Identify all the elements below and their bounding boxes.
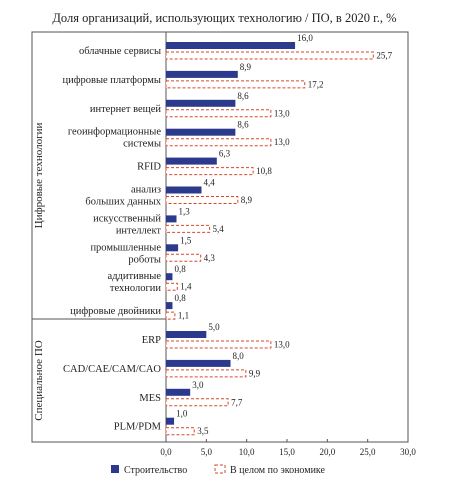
- legend-label-construction: Строительство: [124, 465, 187, 476]
- value-label-construction: 8,6: [237, 91, 249, 101]
- x-tick-label: 20,0: [319, 447, 335, 457]
- x-tick-label: 10,0: [239, 447, 255, 457]
- value-label-economy: 3,5: [197, 426, 209, 436]
- legend-swatch-economy: [214, 464, 226, 474]
- category-label: RFID: [137, 162, 161, 173]
- value-label-construction: 1,0: [176, 409, 188, 419]
- bar-economy: [165, 311, 176, 320]
- value-label-construction: 1,3: [178, 206, 190, 216]
- value-label-economy: 10,8: [256, 166, 272, 176]
- category-label: геоинформационные: [68, 127, 161, 138]
- bar-construction: [166, 244, 179, 252]
- bar-economy: [165, 167, 254, 176]
- category-label-line2: больших данных: [85, 197, 161, 208]
- value-label-construction: 0,8: [174, 293, 186, 303]
- category-label: MES: [139, 393, 161, 404]
- value-label-economy: 5,4: [213, 224, 225, 234]
- value-label-construction: 6,3: [219, 149, 231, 159]
- bar-economy: [165, 369, 247, 378]
- bar-construction: [166, 42, 296, 49]
- value-label-construction: 4,4: [203, 178, 215, 188]
- category-label: искусственный: [93, 213, 161, 224]
- group-label-special-software: Специальное ПО: [33, 340, 45, 420]
- category-label: аддитивные: [108, 271, 162, 282]
- bar-construction: [166, 388, 191, 396]
- bar-construction: [166, 99, 236, 107]
- bar-construction: [166, 302, 173, 310]
- plot-frame: [31, 31, 409, 443]
- value-label-construction: 16,0: [297, 33, 313, 43]
- bar-construction: [166, 331, 207, 338]
- bar-economy: [165, 109, 272, 118]
- value-label-economy: 13,0: [274, 108, 290, 118]
- chart-title: Доля организаций, использующих технологи…: [52, 11, 397, 25]
- bar-economy: [165, 138, 272, 147]
- category-label: цифровые двойники: [70, 306, 161, 317]
- value-label-construction: 8,0: [233, 351, 245, 361]
- value-label-economy: 13,0: [274, 340, 290, 350]
- bar-construction: [166, 70, 238, 78]
- category-label: интернет вещей: [90, 104, 162, 115]
- bar-economy: [165, 224, 211, 233]
- bar-construction: [166, 273, 173, 281]
- bar-economy: [165, 282, 178, 291]
- category-label: PLM/PDM: [114, 422, 162, 433]
- bar-economy: [165, 253, 202, 262]
- category-label-line2: интеллект: [116, 225, 162, 236]
- x-tick-label: 25,0: [360, 447, 376, 457]
- value-label-economy: 7,7: [231, 397, 243, 407]
- x-tick-label: 0,0: [160, 447, 172, 457]
- bar-construction: [166, 128, 236, 136]
- category-label-line2: технологии: [110, 283, 162, 294]
- value-label-economy: 1,1: [178, 311, 189, 321]
- category-label: промышленные: [90, 242, 161, 253]
- value-label-construction: 5,0: [208, 322, 220, 332]
- bar-economy: [165, 340, 272, 349]
- value-label-economy: 4,3: [204, 253, 216, 263]
- bar-economy: [165, 196, 239, 204]
- bar-construction: [166, 186, 202, 194]
- group-label-digital: Цифровые технологии: [33, 123, 45, 229]
- bar-economy: [165, 398, 229, 407]
- x-tick-label: 30,0: [400, 447, 416, 457]
- bar-construction: [166, 359, 231, 367]
- bar-construction: [166, 215, 177, 223]
- value-label-economy: 17,2: [308, 79, 324, 89]
- legend-label-economy: В целом по экономике: [230, 465, 326, 476]
- bar-economy: [165, 51, 374, 60]
- bar-economy: [165, 427, 195, 436]
- category-label: анализ: [131, 185, 161, 196]
- category-label: ERP: [142, 335, 161, 346]
- category-label-line2: системы: [123, 139, 161, 150]
- category-label: CAD/CAE/CAM/CAO: [63, 364, 161, 375]
- legend-swatch-construction: [111, 465, 119, 473]
- value-label-economy: 8,9: [241, 195, 253, 205]
- value-label-construction: 8,6: [237, 120, 249, 130]
- value-label-economy: 25,7: [376, 51, 392, 61]
- value-label-economy: 13,0: [274, 137, 290, 147]
- value-label-construction: 1,5: [180, 235, 192, 245]
- value-label-economy: 1,4: [180, 282, 192, 292]
- value-label-construction: 3,0: [192, 380, 204, 390]
- value-label-construction: 0,8: [174, 264, 186, 274]
- bar-economy: [165, 80, 306, 89]
- x-tick-label: 15,0: [279, 447, 295, 457]
- bar-construction: [166, 157, 217, 165]
- category-label: цифровые платформы: [62, 75, 161, 86]
- category-label-line2: роботы: [128, 254, 161, 265]
- x-tick-label: 5,0: [201, 447, 213, 457]
- value-label-economy: 9,9: [249, 368, 261, 378]
- bar-construction: [166, 417, 175, 425]
- value-label-construction: 8,9: [240, 62, 252, 72]
- category-label: облачные сервисы: [79, 46, 161, 57]
